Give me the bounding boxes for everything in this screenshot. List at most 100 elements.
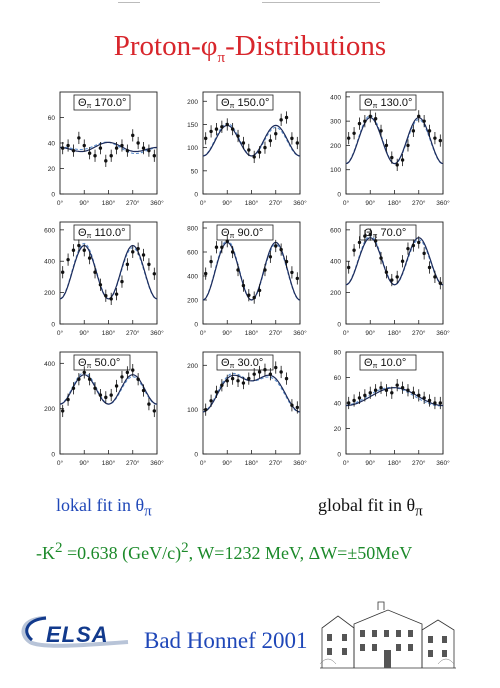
data-point: [384, 270, 389, 274]
y-tick-label: 200: [44, 290, 55, 297]
celsa-swoosh-icon: [21, 616, 129, 648]
phi-panel-1: 0° 90° 180° 270° 360° 0 20 40 60 Θπ 170.0°: [48, 91, 164, 207]
phi-panel-7: 0° 90° 180° 270° 360° 0 200 400 Θπ 50.0°: [44, 351, 164, 467]
data-point: [125, 370, 130, 375]
y-tick-label: 80: [334, 350, 342, 357]
data-point: [147, 402, 151, 406]
data-point: [346, 136, 351, 140]
data-point: [395, 275, 399, 279]
x-tick-label: 180°: [245, 329, 259, 337]
data-point: [427, 265, 432, 270]
data-point: [104, 294, 108, 298]
x-tick-label: 0°: [200, 329, 207, 337]
data-point: [141, 146, 146, 150]
y-tick-label: 0: [194, 322, 198, 329]
y-tick-label: 200: [187, 363, 198, 370]
data-point: [357, 240, 362, 245]
data-point: [125, 262, 130, 267]
global-fit-curve: [59, 242, 158, 300]
data-point: [295, 276, 300, 281]
x-tick-label: 0°: [57, 199, 64, 207]
data-point: [379, 256, 383, 260]
local-fit-curve: [59, 374, 158, 405]
local-fit-curve: [202, 374, 301, 413]
theta-label: Θπ 10.0°: [364, 357, 406, 370]
data-point: [220, 383, 224, 387]
data-point: [247, 376, 251, 381]
x-tick-label: 90°: [79, 199, 89, 207]
y-tick-label: 200: [187, 298, 198, 305]
data-point: [357, 396, 362, 400]
theta-label: Θπ 130.0°: [364, 97, 412, 110]
data-point: [114, 384, 119, 388]
data-point: [257, 370, 262, 374]
data-point: [406, 246, 410, 251]
theta-box: [359, 94, 417, 111]
data-point: [368, 114, 372, 118]
data-point: [71, 148, 76, 153]
data-point: [422, 396, 426, 400]
theta-box: [73, 94, 131, 111]
data-point: [247, 293, 251, 297]
data-point: [147, 148, 151, 153]
x-tick-label: 90°: [365, 329, 375, 337]
theta-label: Θπ 30.0°: [221, 357, 263, 370]
y-tick-label: 0: [337, 322, 341, 329]
x-tick-label: 90°: [222, 329, 232, 337]
title-tail: -Distributions: [225, 30, 387, 62]
y-tick-label: 0: [194, 192, 198, 199]
x-tick-label: 270°: [269, 459, 283, 467]
data-point: [295, 405, 300, 410]
theta-box: [216, 94, 274, 111]
data-point: [60, 270, 65, 274]
data-point: [82, 248, 86, 252]
x-tick-label: 270°: [412, 199, 426, 207]
local-fit-curve: [60, 141, 157, 153]
local-fit-curve: [59, 244, 158, 300]
data-point: [352, 248, 356, 252]
data-point: [120, 375, 124, 379]
data-point: [379, 386, 383, 390]
data-point: [252, 155, 256, 159]
theta-label: Θπ 110.0°: [78, 227, 126, 240]
data-point: [71, 248, 76, 252]
data-point: [230, 127, 235, 131]
data-point: [93, 386, 97, 390]
x-tick-label: 360°: [436, 199, 450, 207]
y-tick-label: 400: [330, 259, 341, 266]
x-tick-label: 180°: [388, 199, 402, 207]
y-tick-label: 200: [330, 143, 341, 150]
data-point: [114, 292, 119, 296]
data-point: [368, 391, 372, 395]
data-point: [263, 368, 267, 372]
y-tick-label: 0: [337, 192, 341, 199]
data-point: [438, 138, 443, 143]
data-point: [274, 365, 278, 370]
data-point: [230, 376, 235, 381]
data-point: [241, 283, 246, 288]
x-tick-label: 360°: [293, 199, 307, 207]
data-point: [152, 154, 157, 158]
y-tick-label: 150: [187, 122, 198, 129]
data-point: [225, 379, 229, 383]
data-point: [346, 265, 351, 270]
data-point: [411, 129, 416, 133]
x-tick-label: 0°: [343, 199, 350, 207]
x-tick-label: 180°: [245, 199, 259, 207]
y-tick-label: 100: [187, 145, 198, 152]
y-tick-label: 50: [191, 168, 199, 175]
theta-box: [359, 354, 417, 371]
y-tick-label: 60: [334, 375, 342, 382]
data-point: [236, 379, 240, 383]
theta-box: [216, 354, 274, 371]
data-point: [284, 376, 289, 381]
data-point: [368, 232, 372, 237]
data-point: [257, 150, 262, 154]
data-point: [220, 245, 224, 249]
data-point: [284, 115, 289, 120]
data-point: [66, 397, 70, 402]
celsa-logo: ELSA: [16, 612, 136, 654]
data-point: [268, 372, 273, 376]
data-point: [290, 270, 294, 275]
data-point: [400, 386, 405, 390]
